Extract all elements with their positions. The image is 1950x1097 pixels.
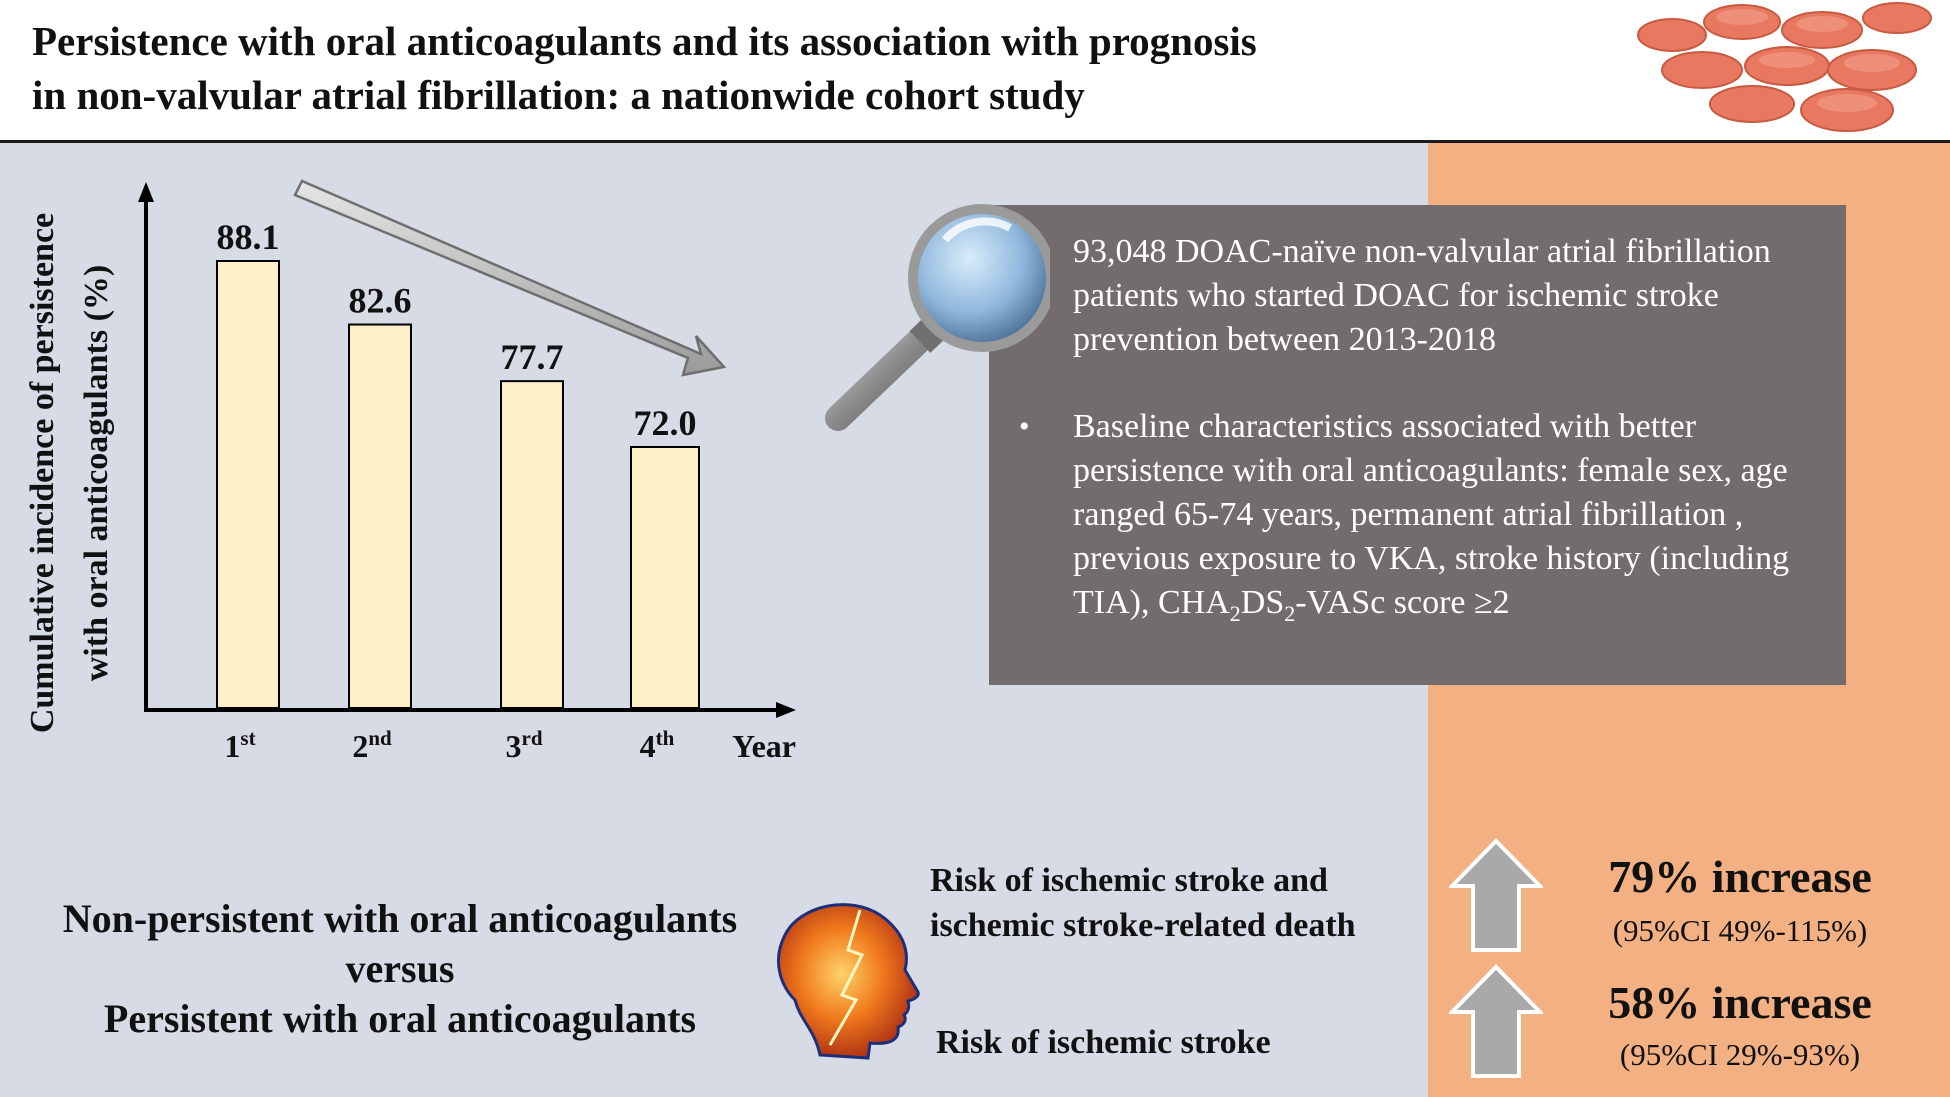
trend-arrow [293,179,727,377]
bar-2nd [348,323,412,709]
comparison-versus: versus [345,946,455,991]
page-title: Persistence with oral anticoagulants and… [32,14,1592,122]
bar-1st [216,260,280,709]
x-axis-label: Year [732,728,796,764]
ci-stroke-death: (95%CI 49%-115%) [1612,913,1868,948]
ci-stroke: (95%CI 29%-93%) [1619,1037,1861,1072]
increase-arrow-icon [1449,838,1543,952]
y-axis-label: Cumulative incidence of persistence with… [24,213,115,733]
title-line-2: in non-valvular atrial fibrillation: a n… [32,72,1085,118]
info-bullet-cohort: 93,048 DOAC-naïve non-valvular atrial fi… [1019,230,1816,362]
title-line-1: Persistence with oral anticoagulants and… [32,18,1257,64]
risk-label-stroke: Risk of ischemic stroke [936,1024,1271,1061]
y-axis-label-line-2: with oral anticoagulants (%) [78,265,115,682]
increase-value-stroke: 58% increase [1608,977,1872,1028]
study-info-box: 93,048 DOAC-naïve non-valvular atrial fi… [989,205,1846,685]
stroke-head-icon [776,903,920,1060]
comparison-nonpersistent: Non-persistent with oral anticoagulants [62,896,738,941]
pills-image [1632,0,1932,138]
increase-value-stroke-death: 79% increase [1608,851,1872,902]
risk-label-stroke-death: Risk of ischemic stroke and ischemic str… [930,862,1356,944]
bar-value-label: 77.7 [501,337,564,377]
bar-4th [630,446,700,709]
y-axis-arrowhead [138,182,154,202]
score-name: CHA2DS2-VASc score ≥2 [1157,584,1510,626]
bars: 88.1 1st 82.6 2nd 77.7 3rd 72.0 4th [216,217,700,764]
bar-value-label: 88.1 [217,217,280,257]
x-tick-label: 2nd [352,726,392,764]
comparison-persistent: Persistent with oral anticoagulants [103,996,697,1041]
bar-3rd [500,380,564,709]
x-axis-arrowhead [776,702,796,718]
x-tick-label: 4th [640,726,675,764]
magnifier-icon [825,204,1050,431]
bar-value-label: 82.6 [349,281,412,321]
header-divider [0,140,1950,143]
x-tick-label: 1st [224,726,255,764]
y-axis-label-line-1: Cumulative incidence of persistence [24,213,61,733]
bar-value-label: 72.0 [634,403,697,443]
comparison-text: Non-persistent with oral anticoagulants … [20,894,780,1044]
info-bullet-characteristics: Baseline characteristics associated with… [1019,405,1816,636]
increase-arrow-icon [1449,964,1543,1078]
x-tick-label: 3rd [506,726,543,764]
persistence-bar-chart: 88.1 1st 82.6 2nd 77.7 3rd 72.0 4th Year [138,179,796,764]
